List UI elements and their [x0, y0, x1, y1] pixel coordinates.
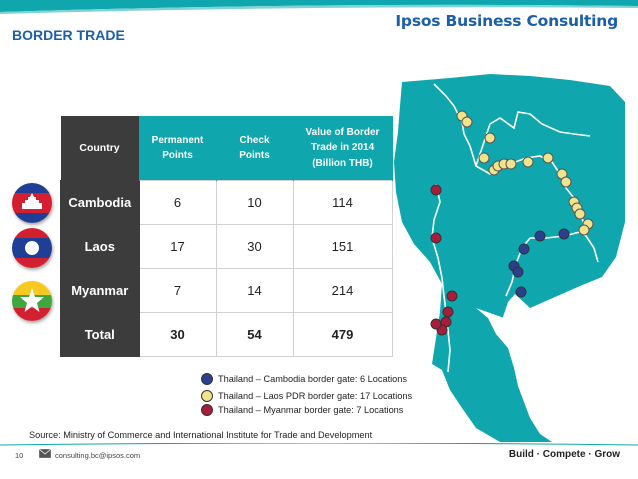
row-check: 10 [215, 180, 294, 225]
footer-swoosh [0, 443, 638, 446]
table-header-row: Country Permanent Points Check Points Valu… [60, 116, 393, 181]
laos-flag-icon [12, 228, 52, 268]
row-permanent: 6 [138, 180, 217, 225]
legend-laos-dot-icon [201, 390, 213, 402]
thailand-border-map [394, 74, 625, 442]
row-country: Laos [60, 224, 140, 269]
table-row: Laos 17 30 151 [60, 224, 393, 269]
row-permanent: 17 [138, 224, 217, 269]
header-permanent-points: Permanent Points [139, 116, 217, 181]
cambodia-flag-icon [12, 183, 52, 223]
brand-logo-text: Ipsos Business Consulting [395, 12, 618, 30]
tagline: Build · Compete · Grow [508, 449, 620, 460]
gulf-of-thailand [476, 290, 625, 442]
header-border-trade-value: Value of Border Trade in 2014 (Billion THB… [293, 116, 393, 181]
row-value: 114 [292, 180, 393, 225]
page-title: BORDER TRADE [12, 27, 125, 43]
thailand-landmass [394, 74, 625, 442]
table-row: Myanmar 7 14 214 [60, 268, 393, 313]
legend-myanmar-label: Thailand – Myanmar border gate: 7 Locati… [218, 405, 404, 415]
header-swoosh [0, 0, 638, 14]
cambodia-gates [508, 228, 570, 298]
row-value: 151 [292, 224, 393, 269]
row-check: 54 [215, 312, 294, 357]
header-country: Country [60, 116, 140, 181]
row-country: Myanmar [60, 268, 140, 313]
page-number: 10 [15, 451, 24, 460]
row-check: 30 [215, 224, 294, 269]
laos-gates [456, 110, 594, 236]
row-country: Total [60, 312, 140, 357]
row-check: 14 [215, 268, 294, 313]
row-country: Cambodia [60, 180, 140, 225]
table-row: Cambodia 6 10 114 [60, 180, 393, 225]
legend-myanmar-dot-icon [201, 404, 213, 416]
contact-email-link[interactable]: consulting.bc@ipsos.com [55, 451, 141, 460]
table-total-row: Total 30 54 479 [60, 312, 393, 357]
legend-cambodia-dot-icon [201, 373, 213, 385]
row-permanent: 7 [138, 268, 217, 313]
header-check-points: Check Points [216, 116, 294, 181]
border-trade-table: Country Permanent Points Check Points Valu… [60, 116, 393, 357]
legend-cambodia-label: Thailand – Cambodia border gate: 6 Locat… [218, 374, 407, 384]
mail-icon [39, 449, 51, 458]
row-permanent: 30 [138, 312, 217, 357]
row-value: 214 [292, 268, 393, 313]
myanmar-flag-icon [12, 281, 52, 321]
myanmar-gates [430, 184, 458, 336]
row-value: 479 [292, 312, 393, 357]
source-note: Source: Ministry of Commerce and Interna… [29, 430, 373, 440]
legend-laos-label: Thailand – Laos PDR border gate: 17 Loca… [218, 391, 413, 401]
